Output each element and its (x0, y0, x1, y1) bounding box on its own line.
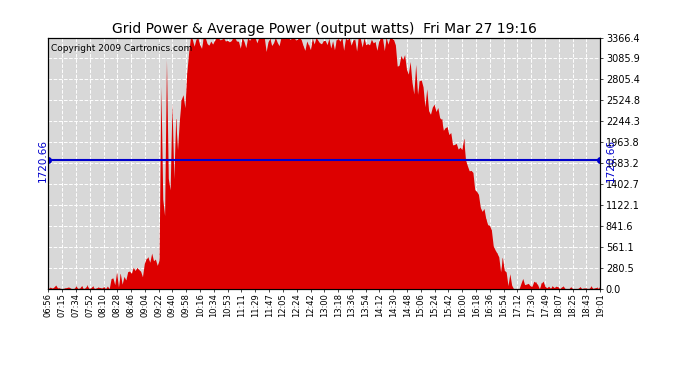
Text: Copyright 2009 Cartronics.com: Copyright 2009 Cartronics.com (51, 44, 193, 53)
Text: 1720.66: 1720.66 (606, 139, 615, 182)
Title: Grid Power & Average Power (output watts)  Fri Mar 27 19:16: Grid Power & Average Power (output watts… (112, 22, 537, 36)
Text: 1720.66: 1720.66 (37, 139, 48, 182)
